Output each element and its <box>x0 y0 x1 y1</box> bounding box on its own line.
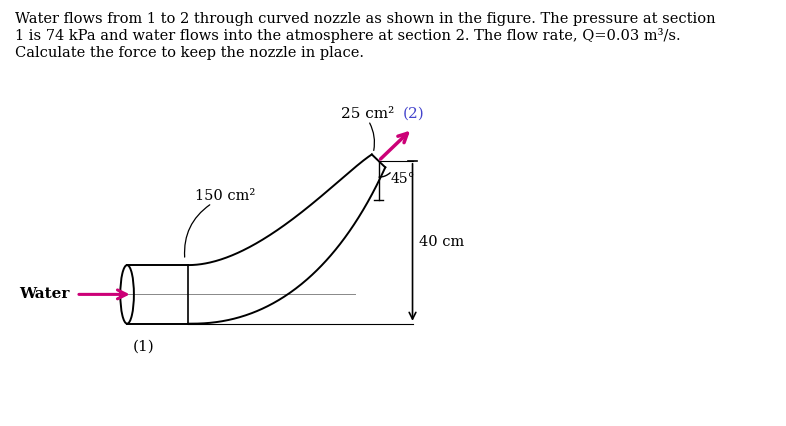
Text: 45°: 45° <box>391 172 416 186</box>
Text: 150 cm²: 150 cm² <box>195 189 255 203</box>
Text: 40 cm: 40 cm <box>419 235 465 249</box>
Text: 25 cm²: 25 cm² <box>341 106 395 121</box>
Text: Water flows from 1 to 2 through curved nozzle as shown in the figure. The pressu: Water flows from 1 to 2 through curved n… <box>15 12 715 60</box>
Text: Water: Water <box>19 288 69 301</box>
Text: (2): (2) <box>402 106 424 121</box>
Text: (1): (1) <box>133 340 155 354</box>
